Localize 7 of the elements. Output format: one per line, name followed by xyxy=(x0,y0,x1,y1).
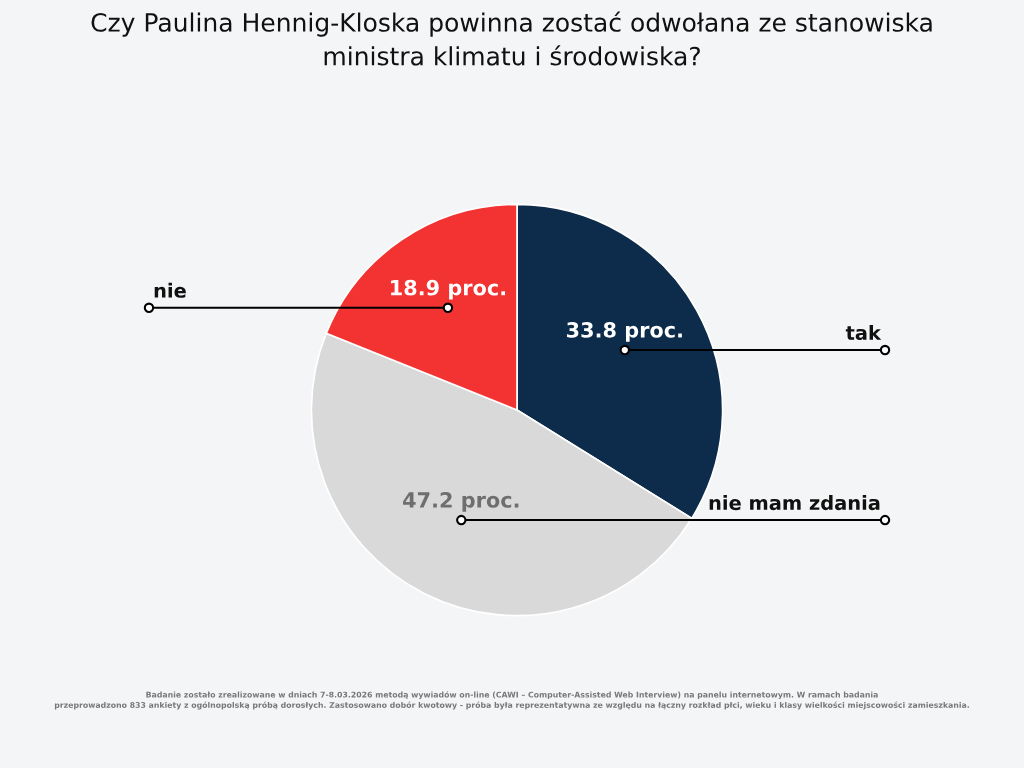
slice-label: nie mam zdania xyxy=(709,495,880,511)
slice-label: nie xyxy=(154,282,186,298)
chart-title: Czy Paulina Hennig-Kloska powinna zostać odwołana ze stanowiska ministra klimatu i środowiska? xyxy=(91,11,932,66)
data-label: 47.2 proc. xyxy=(403,492,519,512)
data-label: 18.9 proc. xyxy=(391,279,506,300)
slice-label: tak xyxy=(845,325,882,341)
data-label: 33.8 proc. xyxy=(566,321,682,342)
